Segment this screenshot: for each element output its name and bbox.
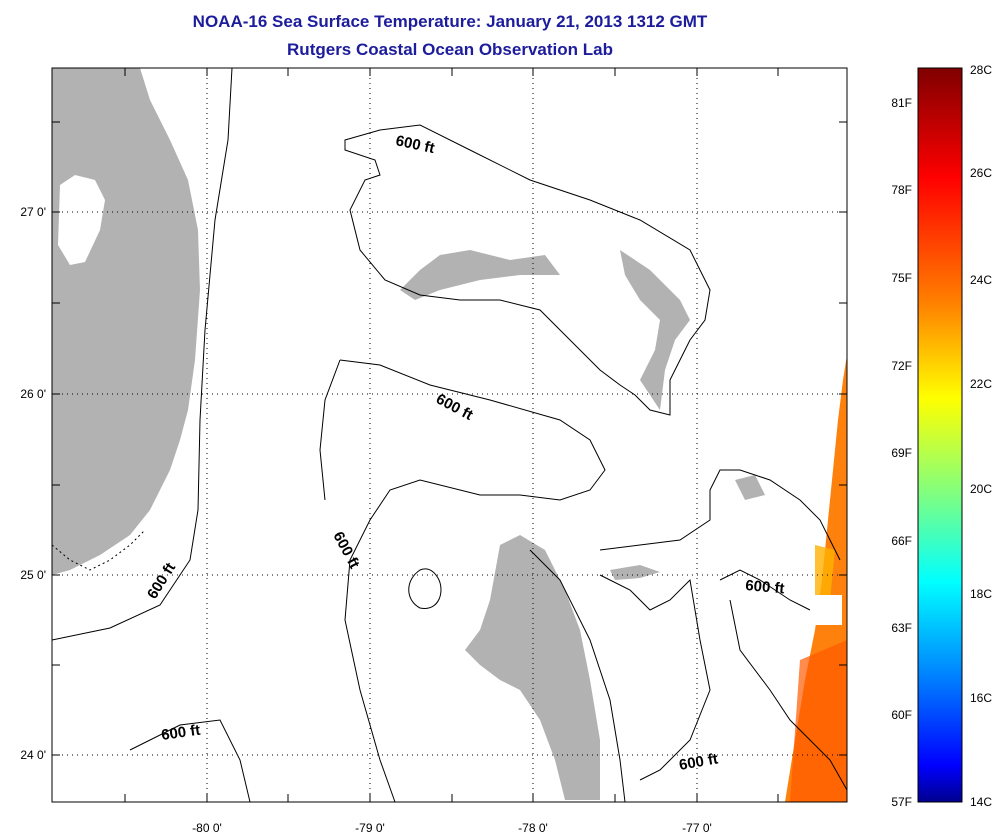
contour-label-2: 600 ft <box>433 391 476 424</box>
map-frame <box>51 67 848 803</box>
colorbar-f-label: 78F <box>891 183 912 197</box>
600ft-contours <box>52 68 847 802</box>
lake-okeechobee <box>58 175 105 265</box>
lat-label: 26 0' <box>20 387 46 401</box>
contour-label-4: 600 ft <box>144 560 179 602</box>
lat-label: 27 0' <box>20 205 46 219</box>
colorbar-c-label: 16C <box>970 691 992 705</box>
lon-label: -80 0' <box>192 821 222 835</box>
contour-label-5: 600 ft <box>745 577 786 597</box>
lon-label: -78 0' <box>518 821 548 835</box>
colorbar-c-label: 24C <box>970 273 992 287</box>
colorbar-f-label: 81F <box>891 96 912 110</box>
colorbar-c-label: 22C <box>970 377 992 391</box>
contour-label-6: 600 ft <box>160 722 201 744</box>
colorbar-f-label: 72F <box>891 359 912 373</box>
colorbar-f-label: 63F <box>891 621 912 635</box>
map-title: NOAA-16 Sea Surface Temperature: January… <box>192 12 708 31</box>
andros-land <box>465 535 600 800</box>
florida-land <box>52 68 200 575</box>
contour-label-3: 600 ft <box>329 529 362 572</box>
lat-label: 24 0' <box>20 748 46 762</box>
colorbar-f-label: 57F <box>891 795 912 809</box>
lon-label: -77 0' <box>682 821 712 835</box>
map-subtitle: Rutgers Coastal Ocean Observation Lab <box>287 40 613 59</box>
contour-label-7: 600 ft <box>678 750 720 774</box>
colorbar-c-label: 18C <box>970 587 992 601</box>
grand-bahama <box>400 250 560 300</box>
colorbar-c-label: 20C <box>970 482 992 496</box>
abaco-land <box>620 250 690 410</box>
colorbar-c-label: 26C <box>970 166 992 180</box>
colorbar-f-label: 60F <box>891 708 912 722</box>
lat-label: 25 0' <box>20 568 46 582</box>
colorbar-f-label: 66F <box>891 534 912 548</box>
colorbar-f-label: 69F <box>891 446 912 460</box>
temperature-colorbar <box>917 67 963 803</box>
colorbar-c-label: 14C <box>970 795 992 809</box>
colorbar-f-label: 75F <box>891 271 912 285</box>
lon-label: -79 0' <box>355 821 385 835</box>
colorbar-c-label: 28C <box>970 63 992 77</box>
contour-label-1: 600 ft <box>394 132 436 157</box>
